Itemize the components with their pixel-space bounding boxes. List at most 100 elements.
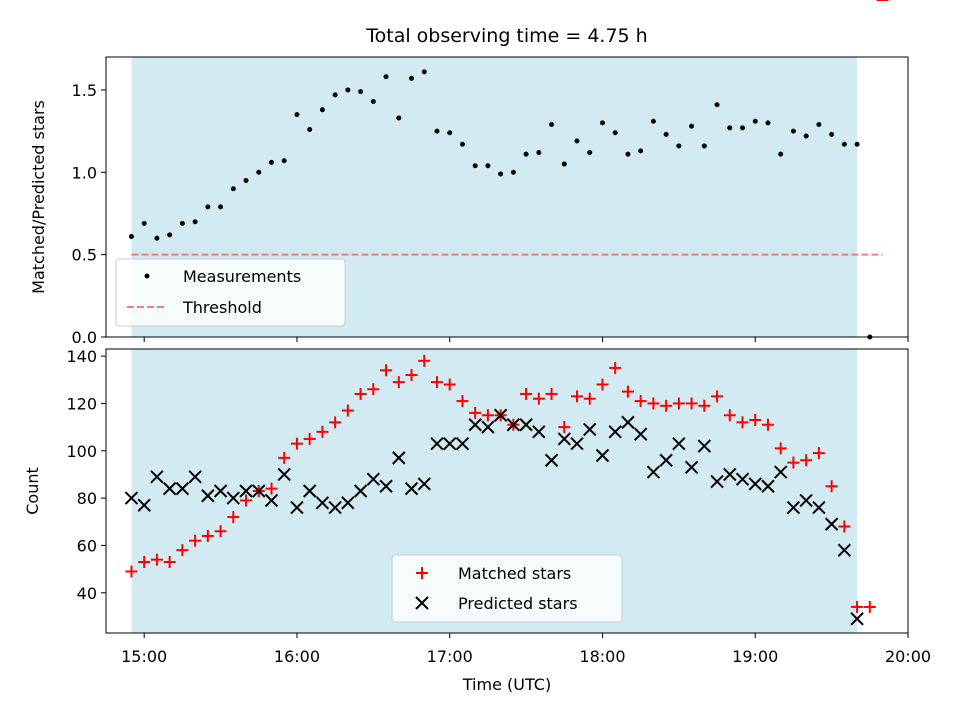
predicted-star-point bbox=[672, 436, 686, 451]
top-y-tick-label: 1.5 bbox=[72, 81, 97, 100]
measurement-point bbox=[625, 151, 631, 157]
measurement-point bbox=[549, 122, 555, 128]
predicted-star-point bbox=[353, 484, 368, 498]
predicted-star-point bbox=[481, 420, 495, 434]
matched-star-point bbox=[405, 369, 418, 382]
measurement-point bbox=[421, 69, 427, 75]
measurement-point bbox=[574, 138, 580, 144]
matched-star-point bbox=[596, 378, 609, 391]
measurement-point bbox=[141, 220, 147, 226]
measurement-point bbox=[727, 125, 733, 131]
bottom-x-ticks: 15:00 16:00 17:00 18:00 19:00 20:00 bbox=[121, 633, 931, 666]
measurement-point bbox=[510, 169, 516, 175]
top-legend-box bbox=[115, 258, 346, 327]
matched-star-point bbox=[201, 529, 214, 542]
measurement-point bbox=[790, 128, 796, 134]
measurement-point bbox=[536, 150, 542, 156]
measurement-point bbox=[281, 158, 287, 164]
predicted-star-point bbox=[162, 481, 177, 496]
matched-star-point bbox=[774, 442, 787, 455]
predicted-star-point bbox=[659, 453, 673, 467]
measurement-point bbox=[128, 234, 134, 240]
matched-star-point bbox=[621, 385, 634, 398]
measurement-point bbox=[816, 122, 822, 128]
predicted-star-point bbox=[824, 517, 839, 531]
measurement-point bbox=[243, 178, 249, 184]
matched-star-point bbox=[558, 421, 571, 434]
predicted-star-point bbox=[150, 470, 164, 484]
matched-star-point bbox=[812, 447, 825, 460]
measurement-point bbox=[332, 92, 338, 98]
matched-star-point bbox=[736, 416, 749, 429]
top-y-axis-label: Matched/Predicted stars bbox=[29, 100, 48, 294]
measurement-point bbox=[498, 171, 504, 177]
matched-star-point bbox=[545, 387, 558, 400]
matched-star-point bbox=[660, 399, 673, 412]
bottom-y-tick-label: 120 bbox=[66, 394, 97, 413]
predicted-star-point bbox=[417, 477, 431, 491]
matched-star-point bbox=[825, 480, 838, 493]
matched-star-point bbox=[469, 406, 482, 419]
matched-legend-label: Matched stars bbox=[458, 564, 571, 583]
bottom-y-tick-label: 40 bbox=[77, 584, 97, 603]
measurement-legend-marker bbox=[144, 273, 150, 279]
predicted-star-point bbox=[175, 481, 190, 496]
matched-star-point bbox=[290, 437, 303, 450]
predicted-star-point bbox=[404, 481, 419, 496]
predicted-star-point bbox=[723, 467, 737, 482]
measurement-point bbox=[307, 126, 313, 132]
x-tick-label: 16:00 bbox=[274, 647, 320, 666]
top-y-tick-label: 1.0 bbox=[72, 163, 97, 182]
matched-star-point bbox=[863, 600, 876, 613]
matched-star-point bbox=[303, 432, 316, 445]
bottom-plot: 40 60 80 100 120 140 15:00 16:00 17:00 18:00 19:0… bbox=[23, 0, 931, 694]
matched-star-point bbox=[761, 418, 774, 431]
predicted-star-point bbox=[226, 491, 241, 505]
bottom-y-tick-label: 80 bbox=[77, 489, 97, 508]
predicted-legend-marker bbox=[415, 596, 429, 610]
matched-star-point bbox=[456, 395, 469, 408]
measurement-point bbox=[765, 120, 771, 126]
predicted-star-point bbox=[570, 436, 584, 451]
measurement-point bbox=[752, 118, 758, 124]
predicted-star-point bbox=[786, 500, 801, 515]
top-plot: 0.0 0.5 1.0 1.5 Matched/Predicted stars Mea… bbox=[29, 56, 909, 347]
matched-star-point bbox=[138, 556, 151, 568]
measurement-point bbox=[561, 161, 567, 167]
matched-star-point bbox=[265, 482, 278, 495]
count-points bbox=[124, 0, 889, 626]
x-tick-label: 15:00 bbox=[121, 647, 167, 666]
predicted-star-point bbox=[188, 470, 202, 484]
predicted-star-point bbox=[812, 500, 826, 515]
measurement-point bbox=[599, 120, 605, 126]
predicted-star-point bbox=[468, 418, 482, 432]
measurement-point bbox=[230, 186, 236, 192]
measurement-point bbox=[192, 219, 198, 225]
measurement-point bbox=[650, 118, 656, 124]
predicted-star-point bbox=[328, 500, 342, 515]
measurement-point bbox=[205, 204, 211, 210]
matched-star-point bbox=[163, 556, 176, 568]
matched-star-point bbox=[329, 416, 342, 429]
x-tick-label: 17:00 bbox=[427, 647, 473, 666]
predicted-star-point bbox=[506, 418, 521, 432]
predicted-star-point bbox=[633, 427, 648, 441]
matched-star-point bbox=[583, 392, 596, 405]
predicted-star-point bbox=[761, 479, 775, 493]
predicted-star-point bbox=[201, 489, 215, 503]
predicted-star-point bbox=[710, 474, 724, 489]
matched-star-point bbox=[800, 454, 813, 467]
x-axis-label: Time (UTC) bbox=[462, 675, 551, 694]
matched-star-point bbox=[838, 520, 851, 533]
predicted-star-point bbox=[735, 472, 750, 486]
measurement-point bbox=[358, 89, 364, 95]
top-y-tick-label: 0.0 bbox=[72, 328, 97, 347]
matched-star-point bbox=[443, 378, 456, 391]
predicted-star-point bbox=[252, 484, 266, 498]
bottom-y-tick-label: 140 bbox=[66, 347, 97, 366]
predicted-star-point bbox=[850, 612, 864, 626]
matched-star-point bbox=[571, 390, 584, 403]
predicted-star-point bbox=[519, 418, 533, 432]
matched-star-point bbox=[240, 494, 253, 507]
bottom-y-ticks: 40 60 80 100 120 140 bbox=[66, 347, 106, 603]
